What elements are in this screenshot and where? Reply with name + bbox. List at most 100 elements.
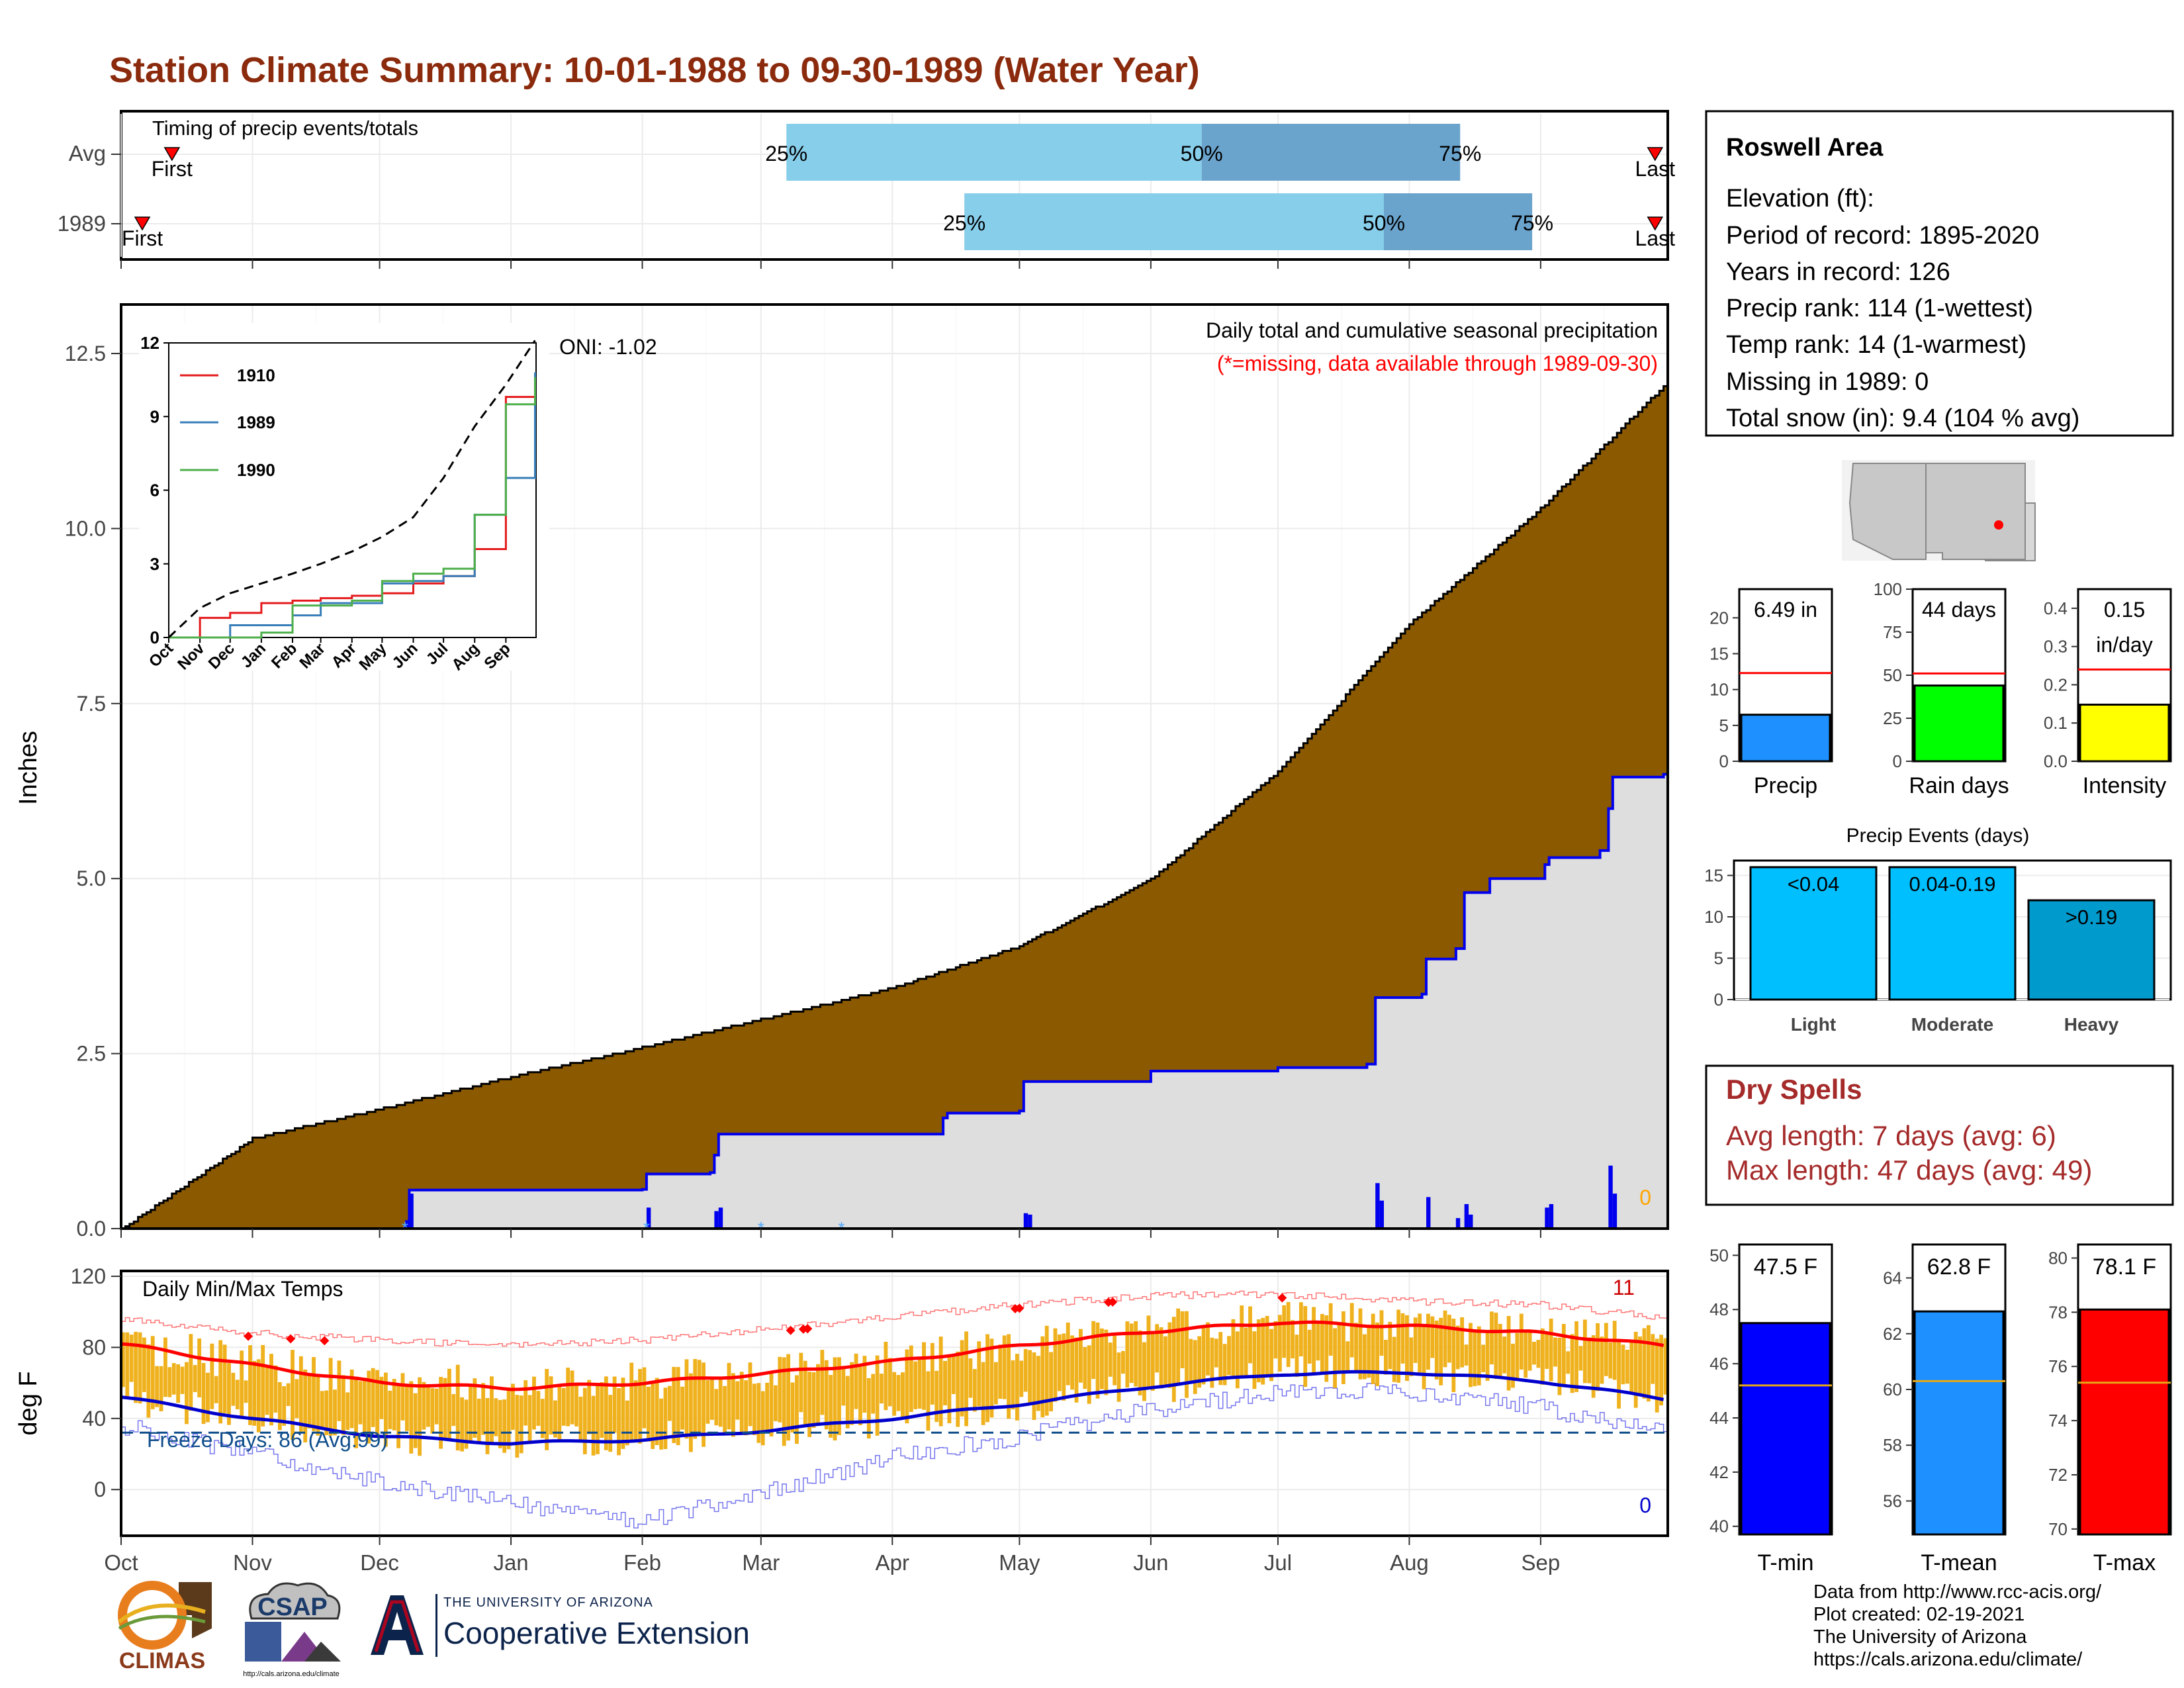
daily-temp-bar <box>621 1378 625 1449</box>
dry-spells-frame <box>1705 1064 2174 1206</box>
precip-events-bar-label: <0.04 <box>1788 872 1839 896</box>
station-line-period: Period of record: 1895-2020 <box>1726 222 2039 250</box>
daily-temp-bar <box>727 1362 731 1430</box>
daily-temp-bar <box>1464 1344 1469 1366</box>
daily-temp-bar <box>1134 1321 1138 1387</box>
mini-bar-tick-label: 15 <box>1709 644 1729 664</box>
daily-temp-bar <box>866 1378 871 1439</box>
mini-bar-rain-days <box>1913 684 2005 763</box>
dry-spells-max-length: Max length: 47 days (avg: 49) <box>1726 1154 2092 1186</box>
precip-events-bar-heavy <box>2027 899 2156 1001</box>
inset-series-average <box>167 340 536 639</box>
daily-temp-bar <box>298 1356 303 1432</box>
climas-wordmark: CLIMAS <box>119 1648 205 1673</box>
precip-events-bar-moderate <box>1888 866 2017 1001</box>
daily-temp-bar <box>163 1337 167 1397</box>
precip-panel: * * * * 0.02.55.07.510.012.5 Inches Daily t… <box>15 303 1669 1241</box>
timing-last-label-avg: Last <box>1635 157 1676 181</box>
daily-temp-bar <box>858 1366 862 1426</box>
daily-temp-bar <box>392 1379 396 1430</box>
daily-temp-bar <box>862 1356 867 1413</box>
daily-temp-bar <box>972 1369 977 1412</box>
daily-temp-bar <box>1349 1303 1354 1358</box>
daily-temp-bar <box>1028 1350 1032 1404</box>
daily-temp-bar <box>1125 1321 1130 1387</box>
month-axis-label: Jan <box>493 1550 528 1575</box>
daily-temp-bar <box>578 1396 583 1440</box>
daily-temp-bar <box>1409 1337 1414 1377</box>
daily-temp-bar <box>947 1355 952 1424</box>
daily-temp-bar <box>400 1373 405 1421</box>
daily-temp-bar <box>1502 1336 1507 1374</box>
daily-temp-bar <box>295 1379 299 1419</box>
daily-temp-bar <box>1651 1334 1655 1384</box>
locator-map <box>1842 460 2036 561</box>
daily-temp-bar <box>303 1369 308 1442</box>
mini-bar-tick-label: 0.4 <box>2044 598 2068 618</box>
daily-temp-bar <box>1265 1315 1269 1376</box>
timing-panel: 25% 50% 75% First Last 25% 50% 75% First Last Tim… <box>58 110 1676 261</box>
daily-temp-bar <box>540 1399 545 1438</box>
daily-temp-bar <box>582 1387 587 1454</box>
temp-bar-tick-label: 48 <box>1709 1299 1729 1319</box>
daily-temp-bar <box>1379 1310 1384 1356</box>
daily-temp-bar <box>167 1367 172 1397</box>
daily-temp-bar <box>646 1386 651 1442</box>
precip-missing-note: (*=missing, data available through 1989-… <box>1217 352 1658 375</box>
daily-temp-bar <box>604 1376 608 1450</box>
ua-name: THE UNIVERSITY OF ARIZONA <box>443 1595 653 1610</box>
mini-bar-label-precip: Precip <box>1754 773 1817 798</box>
month-axis-label: Sep <box>1522 1550 1561 1575</box>
daily-temp-bar <box>1553 1337 1557 1367</box>
daily-temp-bar <box>1214 1338 1218 1368</box>
daily-temp-bar <box>1011 1360 1015 1410</box>
daily-temp-bar <box>917 1356 922 1409</box>
daily-temp-bar <box>1240 1305 1244 1379</box>
daily-temp-bar <box>1201 1326 1206 1385</box>
temp-bar-tick-label: 62 <box>1883 1324 1902 1344</box>
daily-temp-bar <box>464 1399 469 1449</box>
daily-temp-bar <box>1540 1328 1545 1385</box>
daily-temp-bar <box>1185 1311 1189 1398</box>
daily-temp-bar <box>760 1391 765 1446</box>
temp-bar-value-t-max: 78.1 F <box>2093 1254 2156 1280</box>
daily-temp-bar <box>138 1332 142 1404</box>
precip-events-bar-label: >0.19 <box>2066 906 2117 929</box>
daily-temp-bar <box>803 1360 807 1427</box>
credit-line-url: https://cals.arizona.edu/climate/ <box>1813 1649 2083 1670</box>
station-line-elevation: Elevation (ft): <box>1726 185 1874 212</box>
temperature-panel: 0 40 80 120 deg F Daily Min/Max Temps Freez… <box>15 1264 1669 1537</box>
daily-temp-bar <box>811 1372 816 1428</box>
station-line-precip-rank: Precip rank: 114 (1-wettest) <box>1726 295 2033 322</box>
mini-bar-tick-label: 100 <box>1874 579 1902 599</box>
daily-temp-bar <box>409 1381 414 1454</box>
month-axis-label: Oct <box>104 1550 138 1575</box>
daily-temp-bar <box>1596 1323 1600 1391</box>
daily-temp-bar <box>1574 1321 1578 1392</box>
daily-precip-bar <box>404 1220 410 1229</box>
daily-temp-bar <box>896 1375 901 1411</box>
daily-temp-bar <box>837 1357 841 1435</box>
dry-spells-avg-length: Avg length: 7 days (avg: 6) <box>1726 1120 2056 1151</box>
daily-temp-bar <box>688 1373 693 1452</box>
daily-temp-bar <box>875 1355 880 1436</box>
daily-temp-bar <box>1032 1352 1036 1421</box>
daily-temp-bar <box>1197 1336 1202 1388</box>
daily-temp-bar <box>1430 1316 1435 1358</box>
daily-temp-bar <box>498 1399 502 1448</box>
daily-temp-bar <box>549 1376 553 1435</box>
daily-temp-bar <box>134 1331 138 1403</box>
daily-temp-bar <box>218 1340 223 1424</box>
mini-bar-tick-label: 75 <box>1883 622 1902 642</box>
daily-temp-bar <box>739 1372 744 1434</box>
daily-temp-bar <box>367 1370 371 1444</box>
daily-temp-bar <box>1167 1322 1172 1388</box>
temp-bar-tick-label: 46 <box>1709 1354 1729 1374</box>
daily-temp-bar <box>150 1336 155 1409</box>
inset-axis-tick-label: 0 <box>150 628 159 647</box>
daily-precip-bar <box>1455 1218 1461 1229</box>
daily-temp-bar <box>981 1362 985 1425</box>
precip-axis-tick-label: 12.5 <box>65 342 106 365</box>
daily-precip-bar <box>714 1211 719 1229</box>
csap-logo: CSAP http://cals.arizona.edu/climate <box>232 1575 351 1681</box>
